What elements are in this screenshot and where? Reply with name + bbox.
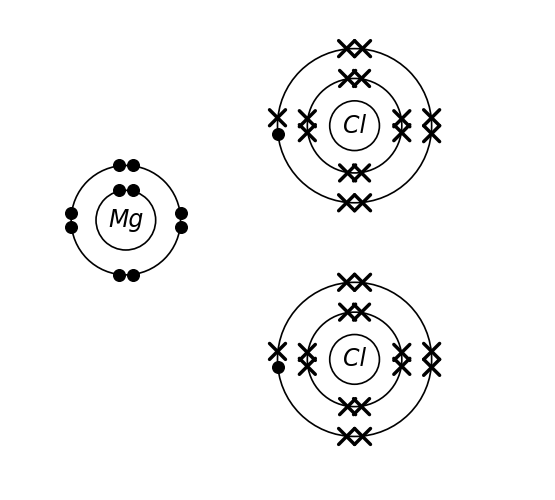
Point: [128, 162, 137, 170]
Point: [176, 209, 185, 217]
Text: Cl: Cl: [343, 348, 366, 372]
Point: [114, 271, 123, 279]
Point: [176, 223, 185, 231]
Point: [67, 209, 75, 217]
Point: [273, 130, 282, 138]
Point: [128, 271, 137, 279]
Point: [128, 186, 137, 194]
Point: [273, 364, 282, 372]
Point: [114, 186, 123, 194]
Point: [67, 223, 75, 231]
Point: [114, 162, 123, 170]
Text: Cl: Cl: [343, 114, 366, 138]
Text: Mg: Mg: [108, 208, 144, 232]
